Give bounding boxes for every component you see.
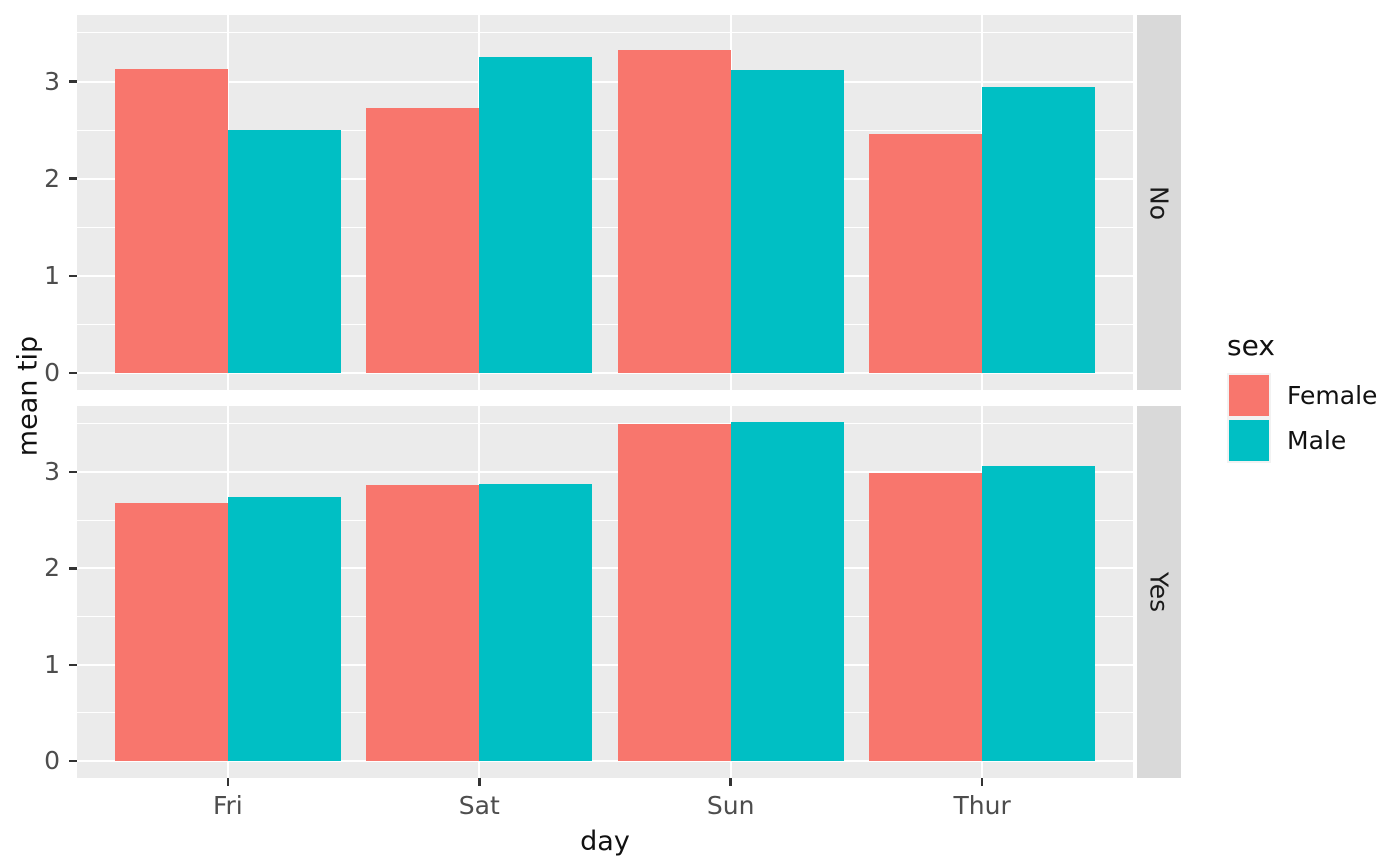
y-tick-label: 2 bbox=[44, 163, 60, 193]
x-axis-title: day bbox=[580, 826, 630, 857]
legend-label-male: Male bbox=[1287, 426, 1347, 455]
y-tick-label: 1 bbox=[44, 649, 60, 679]
y-axis-tick bbox=[69, 470, 77, 474]
legend: sex Female Male bbox=[1227, 329, 1377, 463]
bar-female-fri-no bbox=[114, 69, 228, 373]
y-tick-label: 3 bbox=[44, 457, 60, 486]
bar-male-sun-no bbox=[730, 70, 844, 373]
bar-male-sat-no bbox=[479, 56, 593, 373]
legend-entry-female: Female bbox=[1227, 373, 1377, 418]
y-axis-tick bbox=[69, 567, 77, 570]
minor-gridline bbox=[77, 616, 1133, 618]
x-tick-label: Fri bbox=[212, 791, 243, 820]
bar-male-sat-yes bbox=[479, 483, 593, 762]
y-axis-tick bbox=[69, 371, 77, 375]
minor-gridline bbox=[77, 129, 1133, 131]
legend-swatch-female bbox=[1227, 373, 1271, 418]
major-gridline bbox=[77, 371, 1133, 374]
facet-strip-no: No bbox=[1137, 15, 1181, 390]
minor-gridline bbox=[77, 712, 1133, 714]
x-axis-tick bbox=[478, 778, 481, 786]
minor-gridline bbox=[77, 519, 1133, 521]
y-axis-title-text: mean tip bbox=[12, 335, 44, 457]
y-tick-label: 0 bbox=[44, 746, 60, 776]
legend-entry-male: Male bbox=[1227, 418, 1377, 463]
x-axis-tick bbox=[226, 778, 230, 786]
major-gridline bbox=[77, 177, 1133, 180]
minor-gridline bbox=[77, 226, 1133, 228]
major-gridline bbox=[77, 274, 1133, 277]
y-tick-label: 3 bbox=[44, 66, 60, 96]
facet-strip-label: Yes bbox=[1144, 571, 1174, 613]
y-tick-label: 1 bbox=[44, 260, 60, 290]
y-tick-label: 0 bbox=[44, 357, 60, 387]
x-tick-label: Sat bbox=[458, 791, 500, 820]
bar-female-fri-yes bbox=[114, 502, 228, 762]
bar-male-sun-yes bbox=[730, 421, 844, 762]
facet-strip-yes: Yes bbox=[1137, 406, 1181, 778]
y-tick-label: 2 bbox=[44, 553, 60, 583]
y-axis-tick bbox=[69, 177, 77, 180]
major-gridline bbox=[77, 80, 1133, 83]
legend-title: sex bbox=[1227, 329, 1275, 362]
bar-male-fri-yes bbox=[227, 496, 341, 762]
bar-male-fri-no bbox=[227, 130, 341, 373]
minor-gridline bbox=[77, 323, 1133, 325]
y-axis-tick bbox=[69, 663, 77, 666]
minor-gridline bbox=[77, 32, 1133, 34]
bar-male-thur-no bbox=[982, 87, 1096, 373]
y-axis-tick bbox=[69, 80, 77, 83]
major-gridline bbox=[77, 567, 1133, 570]
minor-gridline bbox=[77, 423, 1133, 425]
major-gridline bbox=[77, 663, 1133, 666]
bar-female-sun-no bbox=[617, 49, 731, 373]
bar-female-thur-no bbox=[869, 134, 983, 373]
bar-male-thur-yes bbox=[982, 466, 1096, 762]
bar-female-sat-yes bbox=[366, 484, 480, 762]
facet-strip-label: No bbox=[1144, 185, 1174, 220]
x-tick-label: Sun bbox=[706, 791, 755, 820]
bar-female-thur-yes bbox=[869, 472, 983, 762]
y-axis-tick bbox=[69, 759, 77, 763]
bar-female-sat-no bbox=[366, 108, 480, 373]
x-axis-tick bbox=[729, 778, 732, 786]
x-tick-label: Thur bbox=[953, 791, 1011, 820]
y-axis-tick bbox=[69, 274, 77, 278]
legend-label-female: Female bbox=[1287, 381, 1378, 410]
bar-female-sun-yes bbox=[617, 423, 731, 762]
major-gridline bbox=[77, 471, 1133, 473]
major-gridline bbox=[77, 760, 1133, 763]
legend-swatch-male bbox=[1227, 418, 1271, 463]
x-axis-tick bbox=[980, 778, 984, 786]
